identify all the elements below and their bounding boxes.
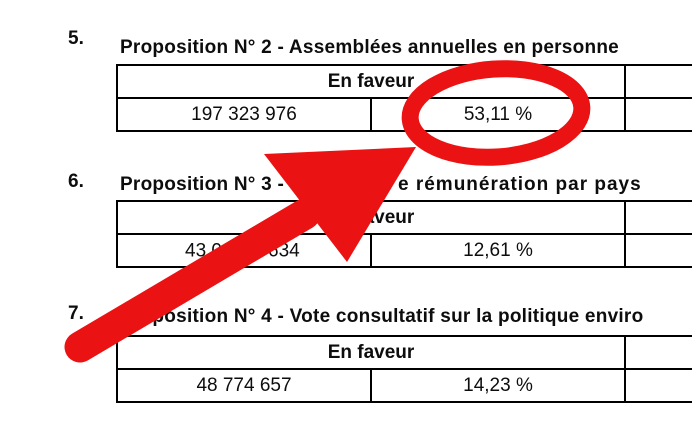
table-header-row: En faveur — [118, 337, 692, 368]
en-faveur-header: En faveur — [118, 337, 626, 368]
empty-header-cell — [626, 66, 692, 97]
empty-cell — [626, 99, 692, 130]
table-header-row: En faveur — [118, 202, 692, 233]
votes-value: 48 774 657 — [118, 370, 372, 401]
table-header-row: En faveur — [118, 66, 692, 97]
table-data-row: 197 323 976 53,11 % — [118, 97, 692, 130]
votes-value: 197 323 976 — [118, 99, 372, 130]
percent-value: 14,23 % — [372, 370, 626, 401]
votes-fragment-left: 43 0 — [185, 240, 222, 261]
empty-header-cell — [626, 202, 692, 233]
empty-cell — [626, 370, 692, 401]
table-data-row: 43 0 634 12,61 % — [118, 233, 692, 266]
votes-value: 43 0 634 — [118, 235, 372, 266]
proposal-3-table: En faveur 43 0 634 12,61 % — [116, 200, 692, 268]
item-number-5: 5. — [68, 28, 84, 49]
empty-header-cell — [626, 337, 692, 368]
percent-value: 12,61 % — [372, 235, 626, 266]
item-number-6: 6. — [68, 171, 84, 192]
proposal-4-table: En faveur 48 774 657 14,23 % — [116, 335, 692, 403]
proposal-2-table: En faveur 197 323 976 53,11 % — [116, 64, 692, 132]
proposal-3-title-right: e rémunération par pays — [398, 174, 642, 195]
votes-fragment-right: 634 — [268, 240, 300, 261]
empty-cell — [626, 235, 692, 266]
item-number-7: 7. — [68, 303, 84, 324]
proposal-2-title: Proposition N° 2 - Assemblées annuelles … — [120, 37, 619, 58]
en-faveur-header: En faveur — [118, 202, 626, 233]
percent-value: 53,11 % — [372, 99, 626, 130]
table-data-row: 48 774 657 14,23 % — [118, 368, 692, 401]
proposal-4-title: Proposition N° 4 - Vote consultatif sur … — [120, 306, 644, 327]
proposal-3-title-left: Proposition N° 3 - — [120, 174, 285, 195]
en-faveur-header: En faveur — [118, 66, 626, 97]
